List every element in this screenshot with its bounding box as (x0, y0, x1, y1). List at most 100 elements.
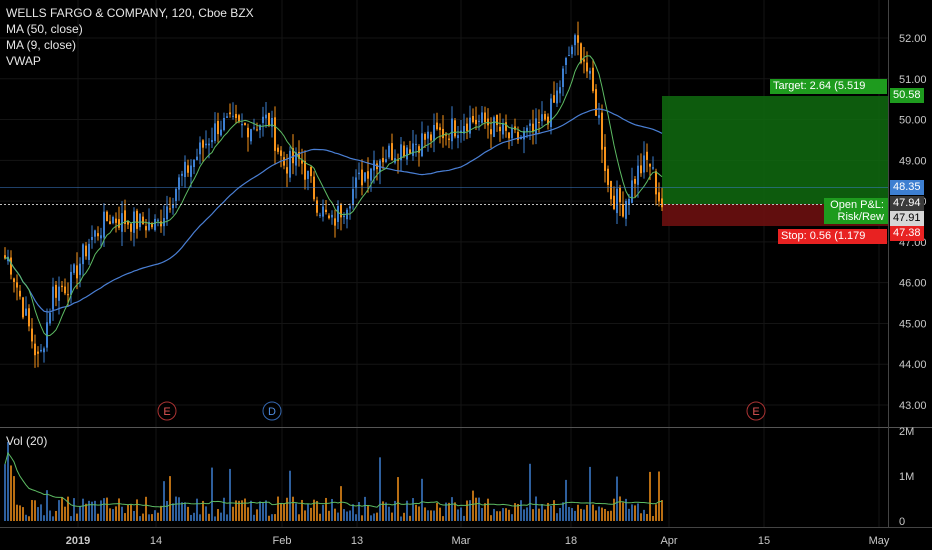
volume-bar (412, 498, 414, 521)
earnings-marker[interactable]: E (163, 406, 170, 418)
volume-bar (262, 502, 264, 521)
volume-bar (550, 505, 552, 521)
vwap-legend[interactable]: VWAP (6, 54, 41, 68)
earnings-marker[interactable]: E (752, 406, 759, 418)
price-tick-label: 43.00 (899, 400, 927, 412)
candle-body (556, 90, 558, 104)
candle-body (463, 126, 465, 134)
volume-bar (598, 506, 600, 521)
volume-bar (103, 498, 105, 521)
stop-price-tag: 47.38 (890, 226, 924, 241)
candle-body (583, 59, 585, 62)
candle-body (415, 143, 417, 145)
candle-body (640, 165, 642, 174)
volume-bar (424, 507, 426, 521)
candle-body (166, 206, 168, 220)
volume-bar (88, 500, 90, 521)
dividend-marker[interactable]: D (268, 406, 276, 418)
candle-body (190, 165, 192, 177)
volume-bar (484, 503, 486, 521)
volume-bar (436, 502, 438, 521)
time-axis[interactable]: 2019 14 Feb 13 Mar 18 Apr 15 May (66, 535, 890, 547)
target-zone[interactable] (662, 96, 888, 204)
earnings-marker-circle[interactable] (157, 401, 177, 421)
candle-body (646, 151, 648, 160)
candle-body (418, 146, 420, 153)
volume-bar (655, 504, 657, 521)
pnl-box[interactable]: Open P&L: Risk/Rew (824, 198, 888, 224)
candle-body (616, 188, 618, 214)
volume-bar (46, 490, 48, 521)
candle-body (460, 130, 462, 133)
candle-body (205, 143, 207, 146)
candle-body (526, 127, 528, 132)
volume-bar (118, 498, 120, 521)
volume-bar (148, 514, 150, 521)
price-axis[interactable]: 52.0051.0050.0049.0048.0047.0046.0045.00… (899, 33, 927, 412)
candle-body (652, 167, 654, 169)
dividend-marker-circle[interactable] (262, 401, 282, 421)
event-markers[interactable]: E D E (157, 401, 766, 421)
candle-body (28, 308, 30, 327)
candle-body (598, 115, 600, 118)
volume-bar (112, 509, 114, 521)
candle-body (13, 278, 15, 282)
volume-bar (646, 513, 648, 521)
volume-ma-line (4, 451, 663, 508)
candle-body (268, 112, 270, 126)
volume-bar (415, 504, 417, 521)
candle-body (46, 322, 48, 348)
volume-bar (409, 515, 411, 521)
volume-bar (367, 504, 369, 521)
volume-bar (592, 504, 594, 521)
volume-bar (523, 509, 525, 521)
volume-bar (583, 509, 585, 521)
volume-bar (292, 496, 294, 521)
volume-bar (343, 509, 345, 521)
candle-body (454, 120, 456, 137)
volume-legend[interactable]: Vol (20) (6, 434, 48, 448)
volume-bar (364, 496, 366, 521)
candle-body (355, 177, 357, 188)
risk-reward-label: Risk/Rew (837, 211, 884, 223)
volume-bar (553, 500, 555, 521)
candle-body (25, 308, 27, 316)
ma50-line (4, 108, 663, 313)
volume-axis[interactable]: 2M 1M 0 (899, 426, 914, 528)
volume-bar (334, 508, 336, 521)
volume-bar (622, 502, 624, 521)
candle-body (433, 124, 435, 142)
volume-bar (265, 500, 267, 521)
volume-bar (565, 479, 567, 521)
volume-bar (193, 512, 195, 521)
candle-body (574, 35, 576, 46)
volume-bar (28, 516, 30, 521)
ma50-legend[interactable]: MA (50, close) (6, 22, 83, 36)
volume-bar (319, 513, 321, 521)
candle-body (259, 124, 261, 131)
volume-bar (421, 478, 423, 521)
earnings-marker-circle[interactable] (746, 401, 766, 421)
open-pnl-label: Open P&L: (830, 199, 884, 211)
candle-body (469, 117, 471, 134)
candle-body (139, 213, 141, 228)
candle-body (79, 263, 81, 275)
symbol-title[interactable]: WELLS FARGO & COMPANY, 120, Cboe BZX (6, 6, 254, 20)
volume-bar (79, 506, 81, 521)
stop-label[interactable]: Stop: 0.56 (1.179 (778, 229, 887, 244)
volume-bar (217, 509, 219, 521)
chart-grid (0, 0, 888, 527)
volume-bar (478, 497, 480, 521)
volume-bar (442, 516, 444, 521)
volume-bar (562, 502, 564, 521)
candle-body (496, 114, 498, 126)
volume-bar (187, 506, 189, 521)
volume-bar (631, 504, 633, 521)
target-label[interactable]: Target: 2.64 (5.519 (770, 79, 887, 94)
candle-body (445, 134, 447, 136)
candle-body (277, 147, 279, 152)
ma9-legend[interactable]: MA (9, close) (6, 38, 77, 52)
volume-bar (298, 514, 300, 521)
candle-body (271, 118, 273, 127)
volume-bar (499, 511, 501, 521)
